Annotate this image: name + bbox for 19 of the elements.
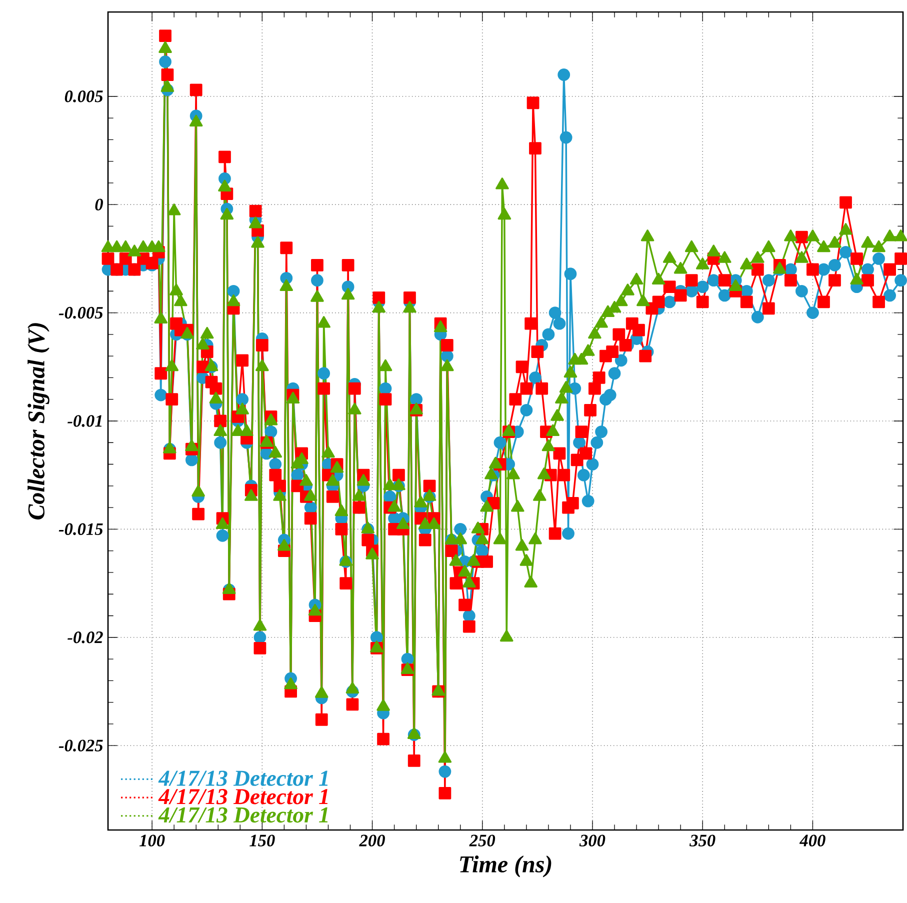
x-tick-label: 100 (139, 834, 165, 846)
x-tick-label: 350 (689, 834, 716, 846)
legend-label: 4/17/13 Detector 1 (158, 807, 328, 823)
y-tick-label: -0.01 (68, 415, 102, 427)
legend-label: 4/17/13 Detector 1 (158, 789, 328, 804)
x-tick-label: 150 (250, 834, 275, 846)
y-tick-label: -0.025 (58, 740, 103, 752)
y-tick-label: -0.02 (68, 632, 103, 644)
y-tick-label: -0.005 (58, 306, 103, 319)
y-tick-label: -0.015 (58, 523, 103, 536)
x-tick-label: 200 (359, 834, 385, 846)
x-tick-label: 400 (799, 834, 826, 846)
legend-label: 4/17/13 Detector 1 (158, 770, 328, 786)
y-axis-title: Collector Signal (V) (28, 323, 50, 520)
y-tick-label: 0 (95, 198, 103, 210)
x-tick-label: 300 (579, 834, 606, 846)
x-tick-label: 250 (469, 834, 496, 846)
y-tick-label: 0.005 (64, 90, 103, 102)
x-axis-title: Time (ns) (460, 856, 552, 878)
